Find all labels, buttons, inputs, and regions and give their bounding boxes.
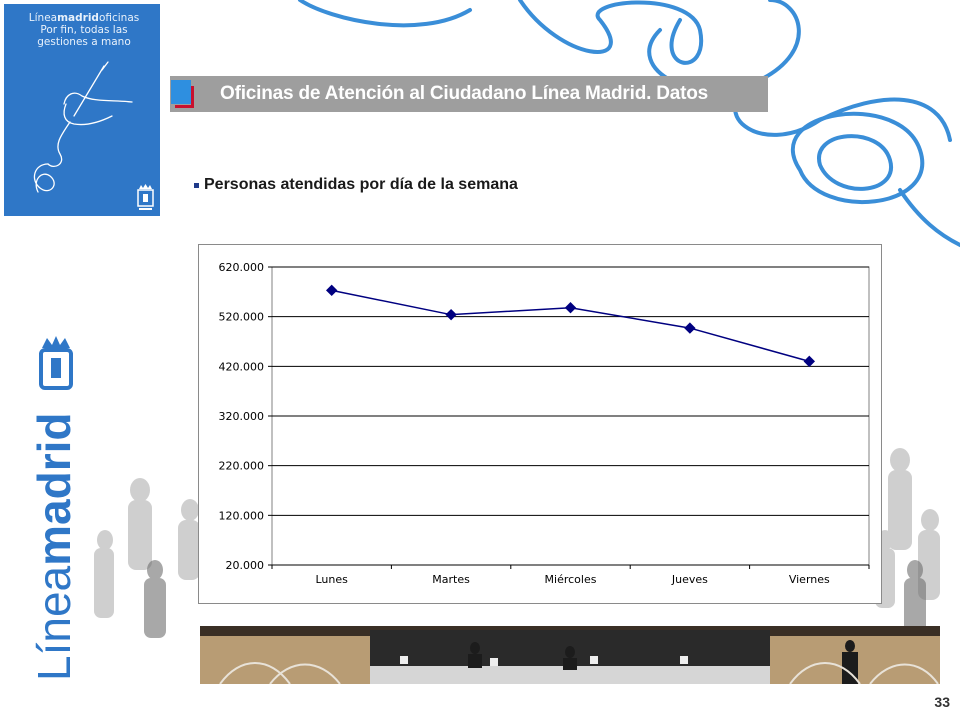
x-tick-label: Miércoles <box>545 573 597 586</box>
madrid-crest-icon <box>137 184 154 210</box>
poster-line3: gestiones a mano <box>37 36 131 48</box>
poster-line1-suffix: oficinas <box>98 12 140 24</box>
x-tick-label: Jueves <box>671 573 708 586</box>
data-point <box>325 284 338 297</box>
brand-prefix: Línea <box>28 565 80 681</box>
bullet-icon <box>194 183 199 188</box>
data-point <box>445 308 457 321</box>
office-lobby-photo <box>200 626 940 684</box>
poster-text: Líneamadridoficinas Por fin, todas las g… <box>14 12 154 48</box>
y-tick-label: 520.000 <box>219 311 265 324</box>
y-tick-label: 20.000 <box>226 559 265 572</box>
poster-line1-bold: madrid <box>57 12 99 24</box>
y-tick-label: 120.000 <box>219 509 265 522</box>
line-chart-svg: 20.000 120.000 220.000 320.000 420.000 520.00… <box>219 261 870 586</box>
x-tick-label: Viernes <box>789 573 830 586</box>
chart-subtitle: Personas atendidas por día de la semana <box>204 176 518 193</box>
page-title: Oficinas de Atención al Ciudadano Línea … <box>220 83 709 104</box>
y-tick-label: 420.000 <box>219 360 265 373</box>
y-tick-label: 320.000 <box>219 410 265 423</box>
title-marker-blue <box>171 80 191 104</box>
line-chart: 20.000 120.000 220.000 320.000 420.000 520.00… <box>198 244 882 604</box>
data-point <box>684 322 696 334</box>
linea-madrid-logo: Líneamadrid <box>28 336 80 682</box>
data-point <box>803 355 816 368</box>
poster-line1-prefix: Línea <box>28 12 58 24</box>
page-number: 33 <box>934 694 950 710</box>
title-marker-red <box>175 86 194 108</box>
brand-bold: madrid <box>28 413 80 566</box>
data-point <box>564 302 577 314</box>
promo-poster: Líneamadridoficinas Por fin, todas las g… <box>4 4 160 216</box>
x-tick-label: Martes <box>432 573 470 586</box>
title-bar <box>170 76 768 112</box>
x-tick-label: Lunes <box>316 573 349 586</box>
hand-writing-illustration <box>33 61 133 193</box>
y-tick-label: 220.000 <box>219 460 265 473</box>
crowd-photo-background <box>94 448 940 638</box>
brand-wordmark: Líneamadrid <box>28 413 80 682</box>
poster-line2: Por fin, todas las <box>40 24 128 36</box>
y-tick-label: 620.000 <box>219 261 265 274</box>
